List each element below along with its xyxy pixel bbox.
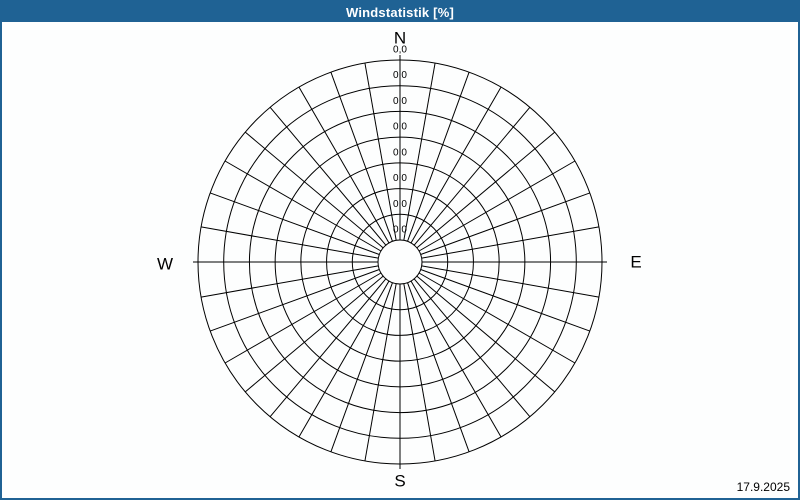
grid-ring: [377, 239, 423, 285]
radial-axis-tick-label: 0,0: [393, 45, 407, 56]
compass-label-north: N: [394, 29, 406, 48]
grid-spoke: [210, 192, 380, 255]
grid-spoke: [416, 131, 556, 249]
grid-spoke: [420, 269, 590, 332]
grid-spoke: [224, 272, 382, 364]
grid-spoke: [224, 160, 382, 252]
grid-spoke: [269, 106, 387, 246]
grid-spoke: [200, 226, 379, 259]
title-bar: Windstatistik [%]: [2, 2, 798, 22]
grid-spoke: [200, 265, 379, 298]
grid-spoke: [413, 106, 531, 246]
grid-spoke: [410, 280, 502, 438]
grid-spoke: [244, 131, 384, 249]
grid-spoke: [298, 86, 390, 244]
grid-spoke: [421, 226, 600, 259]
grid-spoke: [330, 282, 393, 452]
grid-spoke: [407, 282, 470, 452]
grid-spoke: [413, 278, 531, 418]
grid-spoke: [407, 72, 470, 242]
grid-spoke: [410, 86, 502, 244]
grid-spoke: [416, 275, 556, 393]
grid-spoke: [364, 62, 397, 241]
grid-spoke: [269, 278, 387, 418]
compass-label-south: S: [394, 472, 405, 491]
grid-spoke: [210, 269, 380, 332]
grid-spoke: [420, 192, 590, 255]
compass-label-east: E: [630, 253, 641, 272]
date-label: 17.9.2025: [736, 480, 790, 494]
grid-spoke: [418, 272, 576, 364]
grid-spoke: [403, 283, 436, 462]
compass-label-west: W: [157, 255, 173, 274]
grid-spoke: [403, 62, 436, 241]
grid-spoke: [418, 160, 576, 252]
grid-spoke: [421, 265, 600, 298]
grid-spoke: [364, 283, 397, 462]
grid-spoke: [298, 280, 390, 438]
grid-spoke: [330, 72, 393, 242]
window-title: Windstatistik [%]: [345, 4, 454, 20]
grid-spoke: [244, 275, 384, 393]
